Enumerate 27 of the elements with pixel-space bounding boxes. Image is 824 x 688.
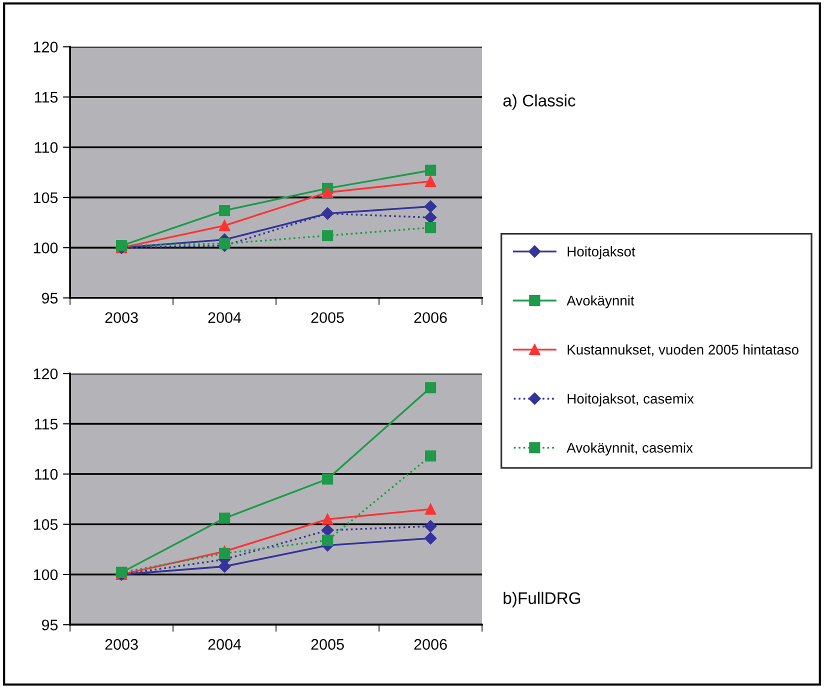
- x-tick-label: 2004: [208, 638, 242, 650]
- y-tick-label: 105: [34, 192, 58, 204]
- legend-label: Avokäynnit, casemix: [566, 442, 693, 456]
- y-tick-label: 110: [35, 142, 58, 153]
- x-tick-label: 2003: [105, 638, 138, 650]
- y-tick-label: 95: [42, 620, 58, 630]
- text: a) Classic: [503, 94, 576, 110]
- legend-label: Hoitojaksot: [568, 246, 636, 260]
- x-tick-label: 2003: [105, 312, 138, 324]
- y-tick-label: 115: [35, 92, 58, 103]
- y-tick-label: 120: [34, 42, 58, 52]
- y-tick-label: 110: [35, 468, 58, 480]
- y-tick-label: 115: [35, 418, 58, 430]
- x-tick-label: 2004: [208, 312, 242, 324]
- text: b)FullDRG: [504, 592, 580, 608]
- x-tick-label: 2005: [311, 312, 344, 324]
- legend-label: Kustannukset, vuoden 2005 hintataso: [568, 344, 798, 356]
- y-tick-label: 100: [34, 569, 58, 580]
- y-tick-label: 95: [42, 292, 58, 304]
- x-tick-label: 2006: [414, 312, 447, 324]
- legend-label: Hoitojaksot, casemix: [568, 393, 694, 406]
- y-tick-label: 105: [34, 519, 58, 530]
- x-tick-label: 2005: [311, 638, 344, 650]
- y-tick-label: 120: [34, 368, 58, 380]
- legend-label: Avokäynnit: [566, 295, 634, 308]
- y-tick-label: 100: [34, 242, 58, 254]
- x-tick-label: 2006: [414, 638, 447, 650]
